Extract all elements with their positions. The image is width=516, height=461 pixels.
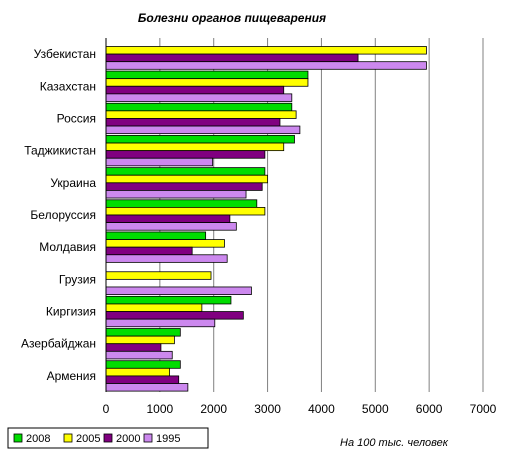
bar-1995 [105,157,214,167]
bar-2008 [105,199,258,208]
bar-2008 [105,328,181,337]
category-label: Киргизия [46,305,96,319]
bar-2000 [105,311,244,320]
x-tick-label: 1000 [147,402,174,416]
bar-2000 [105,375,180,384]
bar-1995 [105,350,173,360]
bar-2008 [105,231,207,240]
bars [105,46,427,392]
bar-2008 [105,135,295,144]
bar-2008 [105,70,309,80]
bar-2008 [105,295,232,305]
x-tick-label: 0 [103,402,110,416]
units-note: На 100 тыс. человек [340,437,449,449]
x-tick-label: 2000 [200,402,227,416]
legend-swatch-1995 [143,433,153,443]
category-label: Россия [57,111,96,125]
x-tick-label: 4000 [308,402,335,416]
x-tick-label: 3000 [254,402,281,416]
bar-1995 [105,254,228,263]
x-tick-label: 7000 [470,402,497,416]
x-tick-label: 5000 [362,402,389,416]
bar-2000 [105,246,193,256]
category-label: Казахстан [40,79,96,93]
bar-2005 [105,110,297,119]
category-label: Таджикистан [24,144,96,158]
x-tick-label: 6000 [416,402,443,416]
bar-2005 [105,174,268,184]
bar-2005 [105,46,427,55]
bar-2000 [105,150,266,159]
bar-1995 [105,190,247,199]
chart-title: Болезни органов пищеварения [138,11,326,25]
legend-swatch-2000 [103,433,113,443]
category-label: Белоруссия [30,208,96,222]
bar-2005 [105,303,203,312]
bar-1995 [105,61,427,70]
bar-1995 [105,93,293,102]
category-label: Молдавия [39,240,96,254]
bar-2000 [105,182,263,191]
bar-1995 [105,125,301,135]
bar-2000 [105,53,359,63]
bar-2005 [105,78,309,87]
legend-swatch-2005 [63,433,73,443]
bar-2005 [105,239,225,248]
bar-2008 [105,167,266,176]
bar-2005 [105,271,212,280]
bar-2005 [105,142,285,152]
category-label: Грузия [59,272,96,286]
bar-2008 [105,102,293,112]
bar-2000 [105,214,231,223]
category-label: Армения [47,369,96,383]
bar-2000 [105,85,285,95]
category-label: Азербайджан [21,337,96,351]
bar-2005 [105,206,266,216]
bar-2005 [105,367,170,377]
legend-label: 2005 [76,433,100,445]
legend-label: 1995 [156,433,180,445]
legend: 2008 2005 2000 1995 [7,427,209,449]
category-labels: Узбекистан Казахстан Россия Таджикистан Укра… [21,47,96,383]
bar-1995 [105,286,252,295]
bar-1995 [105,318,216,328]
bar-2005 [105,335,175,345]
bar-1995 [105,383,189,392]
bar-2000 [105,118,281,127]
category-label: Украина [50,176,96,190]
legend-label: 2000 [116,433,140,445]
legend-label: 2008 [26,433,50,445]
bar-1995 [105,222,237,231]
bar-2008 [105,360,181,369]
category-label: Узбекистан [34,47,96,61]
x-tick-labels: 0 1000 2000 3000 4000 5000 6000 7000 [103,402,497,416]
legend-swatch-2008 [13,433,23,443]
bar-2000 [105,343,162,352]
